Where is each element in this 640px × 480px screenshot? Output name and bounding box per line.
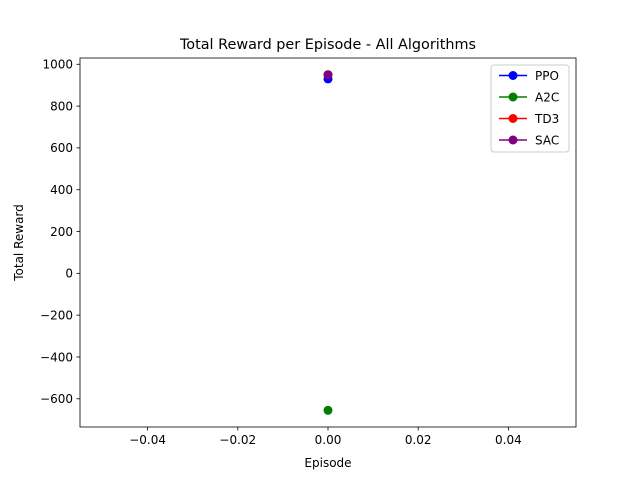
- chart-title: Total Reward per Episode - All Algorithm…: [179, 37, 476, 53]
- x-tick-label: 0.00: [315, 433, 342, 447]
- x-tick-label: 0.02: [405, 433, 432, 447]
- y-tick-label: −600: [40, 392, 73, 406]
- y-tick-label: 1000: [42, 58, 73, 72]
- legend-marker-a2c: [508, 92, 518, 102]
- legend-label-ppo: PPO: [535, 69, 559, 83]
- x-tick-label: −0.02: [219, 433, 256, 447]
- x-axis-ticks: −0.04 −0.02 0.00 0.02 0.04: [129, 427, 522, 447]
- data-point-a2c: [323, 405, 333, 415]
- y-tick-label: 800: [50, 99, 73, 113]
- y-tick-label: 600: [50, 141, 73, 155]
- data-point-sac: [323, 70, 333, 80]
- legend-marker-sac: [508, 135, 518, 145]
- legend-marker-td3: [508, 114, 518, 123]
- x-tick-label: 0.04: [495, 433, 522, 447]
- legend-marker-ppo: [508, 71, 518, 80]
- y-tick-label: 400: [50, 183, 73, 197]
- y-tick-label: 0: [65, 267, 73, 281]
- legend-label-td3: TD3: [534, 112, 559, 126]
- y-axis-ticks: −600 −400 −200 0 200 400 600 800 1000: [40, 58, 80, 406]
- y-tick-label: 200: [50, 225, 73, 239]
- y-axis-title: Total Reward: [12, 204, 26, 282]
- legend: PPO A2C TD3 SAC: [490, 64, 570, 153]
- legend-label-a2c: A2C: [535, 90, 559, 104]
- y-tick-label: −400: [40, 350, 73, 364]
- legend-box: [490, 64, 570, 153]
- legend-entries: PPO A2C TD3 SAC: [499, 69, 559, 147]
- x-axis-title: Episode: [304, 456, 351, 470]
- series-layer: [323, 70, 333, 415]
- legend-label-sac: SAC: [535, 133, 559, 147]
- y-tick-label: −200: [40, 308, 73, 322]
- x-tick-label: −0.04: [129, 433, 166, 447]
